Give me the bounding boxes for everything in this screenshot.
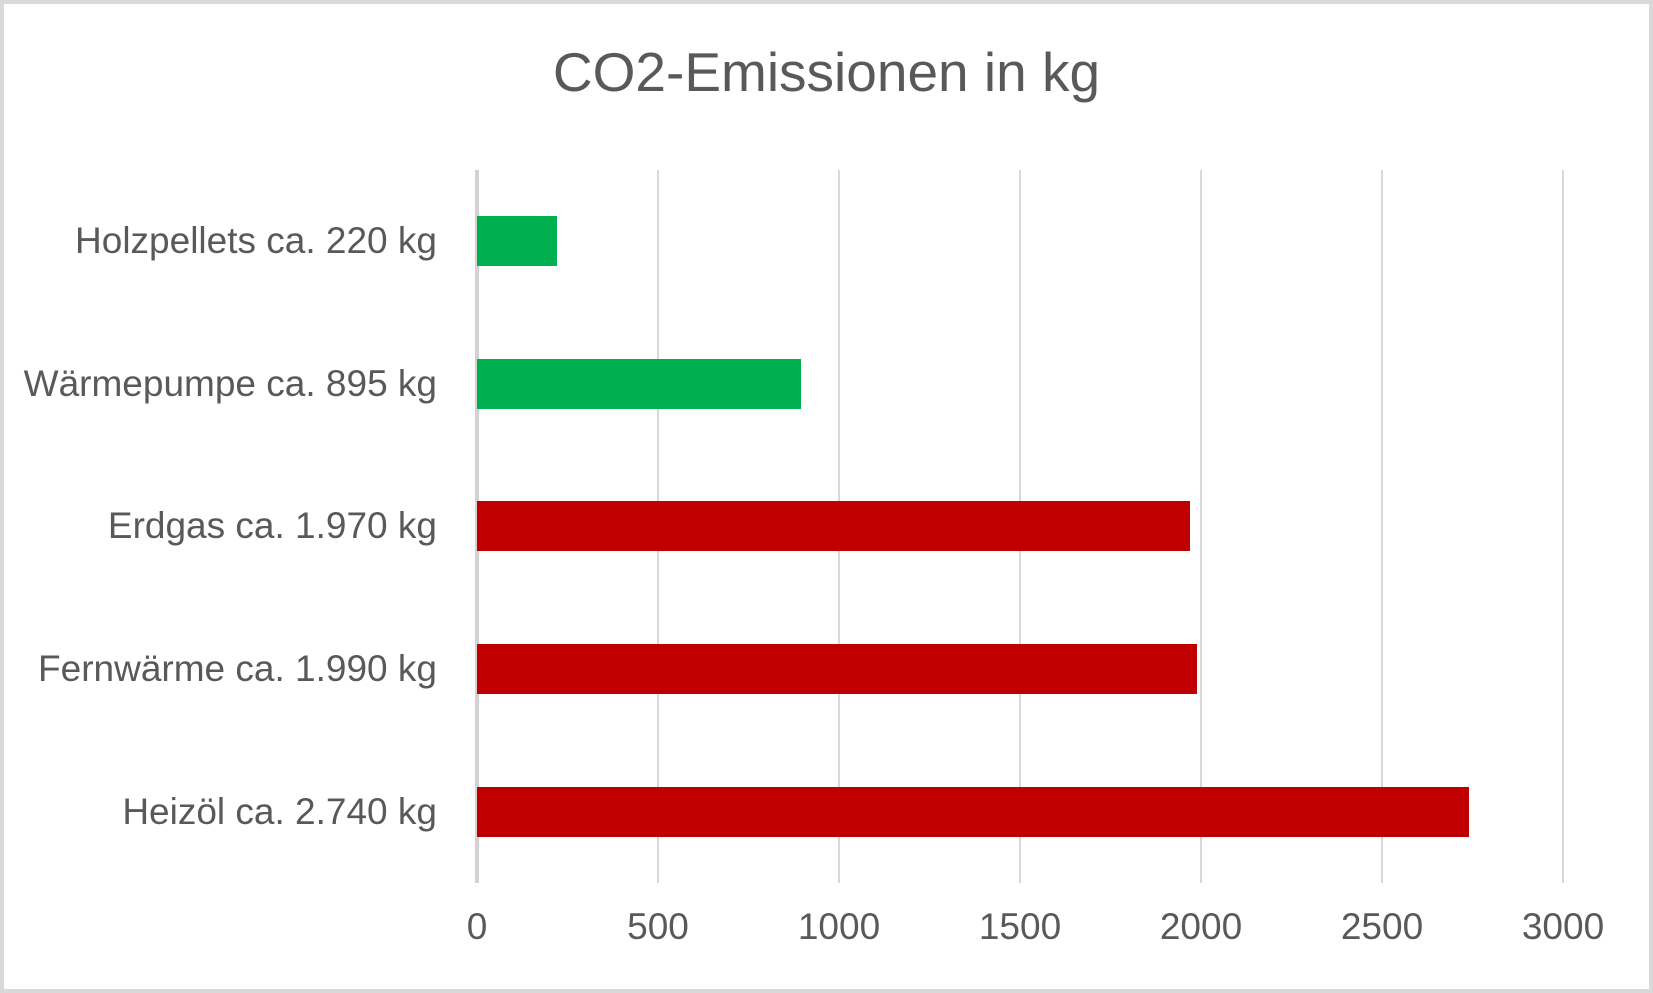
category-label-heizol: Heizöl ca. 2.740 kg (122, 790, 437, 832)
category-label-holzpellets: Holzpellets ca. 220 kg (75, 220, 437, 262)
x-tick-label-0: 0 (466, 906, 488, 947)
chart-title: CO2-Emissionen in kg (552, 41, 1101, 103)
bar-fernwarme (477, 644, 1198, 695)
plot-area: 0 500 1000 1500 2000 2500 3000 (467, 170, 1604, 947)
category-label-fernwarme: Fernwärme ca. 1.990 kg (38, 648, 437, 690)
bar-row (477, 740, 1563, 883)
bar-row (477, 598, 1563, 741)
category-label-erdgas: Erdgas ca. 1.970 kg (107, 505, 437, 547)
bar-erdgas (477, 501, 1191, 552)
gridline-2500 (1381, 170, 1383, 883)
x-tick-label-2500: 2500 (1340, 906, 1424, 947)
x-tick-label-2000: 2000 (1159, 906, 1243, 947)
x-tick-label-3000: 3000 (1521, 906, 1605, 947)
bar-row (477, 455, 1563, 598)
category-label-warmepumpe: Wärmepumpe ca. 895 kg (23, 362, 437, 404)
bar-holzpellets (477, 216, 557, 267)
gridline-2000 (1200, 170, 1202, 883)
x-tick-label-500: 500 (627, 906, 689, 947)
bar-row (477, 313, 1563, 456)
gridline-3000 (1562, 170, 1564, 883)
bar-heizol (477, 786, 1469, 837)
bar-row (477, 170, 1563, 313)
category-axis-labels: Holzpellets ca. 220 kg Wärmepumpe ca. 895… (4, 170, 437, 883)
bar-warmepumpe (477, 358, 801, 409)
x-tick-label-1000: 1000 (797, 906, 881, 947)
x-tick-label-1500: 1500 (978, 906, 1062, 947)
